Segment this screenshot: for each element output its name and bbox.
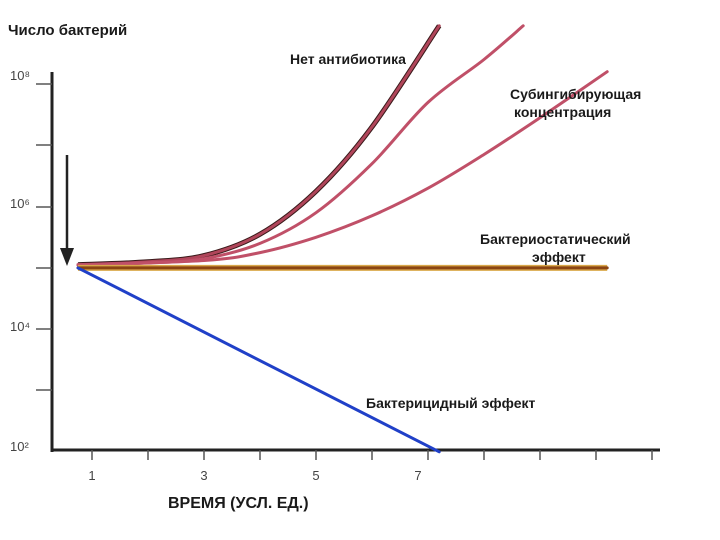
y-minor-ticks [36, 83, 52, 391]
annotation-bacteriostatic-2: эффект [532, 249, 586, 265]
x-axis-label: ВРЕМЯ (УСЛ. ЕД.) [168, 495, 309, 512]
series-layer [76, 24, 609, 454]
x-minor-ticks [91, 450, 653, 460]
y-tick-label-1e2: 10² [10, 439, 29, 454]
x-tick-label-1: 1 [88, 468, 95, 483]
annotation-bactericidal: Бактерицидный эффект [366, 395, 536, 411]
x-tick-label-5: 5 [312, 468, 319, 483]
annotation-bacteriostatic-1: Бактериостатический [480, 231, 631, 247]
series-line-bactericidal [76, 266, 441, 454]
y-axis-label: Число бактерий [8, 22, 127, 39]
x-tick-label-3: 3 [200, 468, 207, 483]
y-tick-label-1e8: 10⁸ [10, 68, 30, 83]
series-line-subinhibitory-low [76, 70, 609, 267]
annotation-no-antibiotic: Нет антибиотика [290, 51, 406, 67]
antibiotic-arrow-icon [60, 155, 74, 266]
y-tick-label-1e6: 10⁶ [10, 196, 30, 211]
x-tick-label-7: 7 [414, 468, 421, 483]
annotation-subinhibitory-2: концентрация [514, 104, 611, 120]
annotation-subinhibitory-1: Субингибирующая [510, 86, 641, 102]
y-tick-label-1e4: 10⁴ [10, 319, 30, 334]
